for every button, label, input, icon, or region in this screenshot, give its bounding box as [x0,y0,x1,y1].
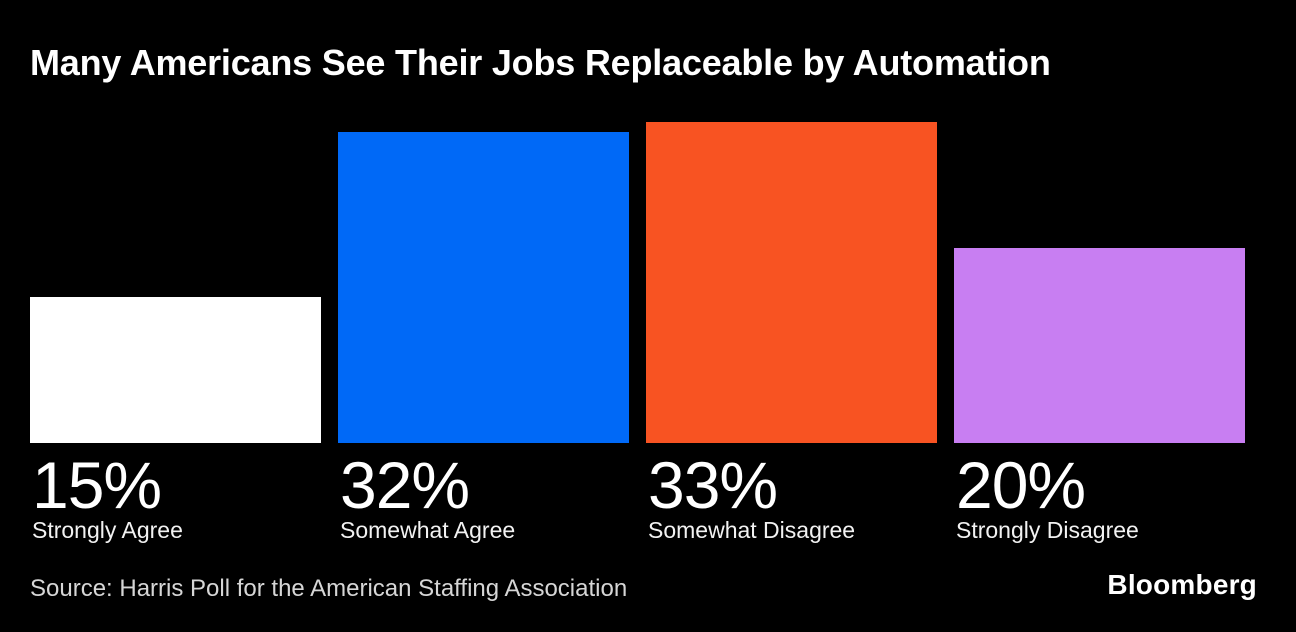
bar-group: 15% Strongly Agree [30,0,321,632]
bar [954,248,1245,443]
bar [338,132,629,443]
bar [646,122,937,443]
bar-value-label: 32% [340,448,470,522]
bar-category-label: Strongly Disagree [956,517,1139,543]
bar-value-label: 20% [956,448,1086,522]
bar-category-label: Strongly Agree [32,517,183,543]
bar-value-label: 33% [648,448,778,522]
bar-category-label: Somewhat Disagree [648,517,856,543]
source-note: Source: Harris Poll for the American Sta… [30,575,628,602]
bar-group: 32% Somewhat Agree [338,0,629,632]
bar-group: 20% Strongly Disagree [954,0,1245,632]
bar-group: 33% Somewhat Disagree [646,0,937,632]
bloomberg-logo: Bloomberg [1107,569,1257,600]
bar-value-label: 15% [32,448,162,522]
bar-category-label: Somewhat Agree [340,517,516,543]
chart-title: Many Americans See Their Jobs Replaceabl… [30,42,1051,83]
bar [30,297,321,443]
